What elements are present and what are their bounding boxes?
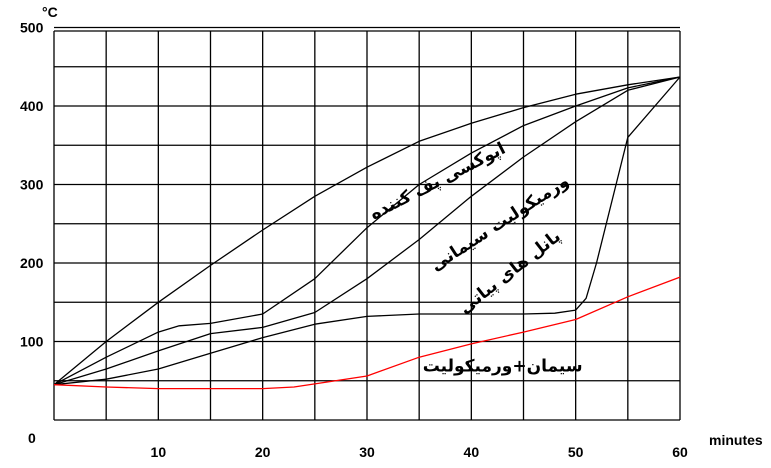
series-line-2 bbox=[53, 76, 681, 386]
series-line-1 bbox=[53, 76, 681, 386]
y-tick-label: 300 bbox=[20, 177, 44, 193]
x-tick-label: 50 bbox=[568, 444, 584, 460]
series-line-5 bbox=[53, 276, 681, 390]
series-line-4 bbox=[53, 76, 681, 386]
x-tick-label: 60 bbox=[672, 444, 688, 460]
tick-labels: 100 200 300 400 500 10 20 30 40 50 60 bbox=[20, 20, 688, 461]
curve-label-1: اپوکسی پف کننده bbox=[367, 139, 509, 225]
x-axis-label: minutes bbox=[709, 432, 763, 448]
x-tick-label: 30 bbox=[359, 444, 375, 460]
y-axis-label: °C bbox=[42, 4, 58, 20]
x-tick-label: 40 bbox=[464, 444, 480, 460]
series-line-3 bbox=[53, 76, 681, 386]
grid bbox=[53, 26, 681, 421]
origin-label: 0 bbox=[28, 430, 36, 446]
y-tick-label: 200 bbox=[20, 255, 44, 271]
curve-label-4: سیمان+ورمیکولیت bbox=[423, 356, 583, 376]
y-tick-label: 400 bbox=[20, 98, 44, 114]
series-group bbox=[53, 76, 681, 390]
x-tick-label: 10 bbox=[151, 444, 167, 460]
y-tick-label: 500 bbox=[20, 20, 44, 36]
x-tick-label: 20 bbox=[255, 444, 271, 460]
y-tick-label: 100 bbox=[20, 334, 44, 350]
